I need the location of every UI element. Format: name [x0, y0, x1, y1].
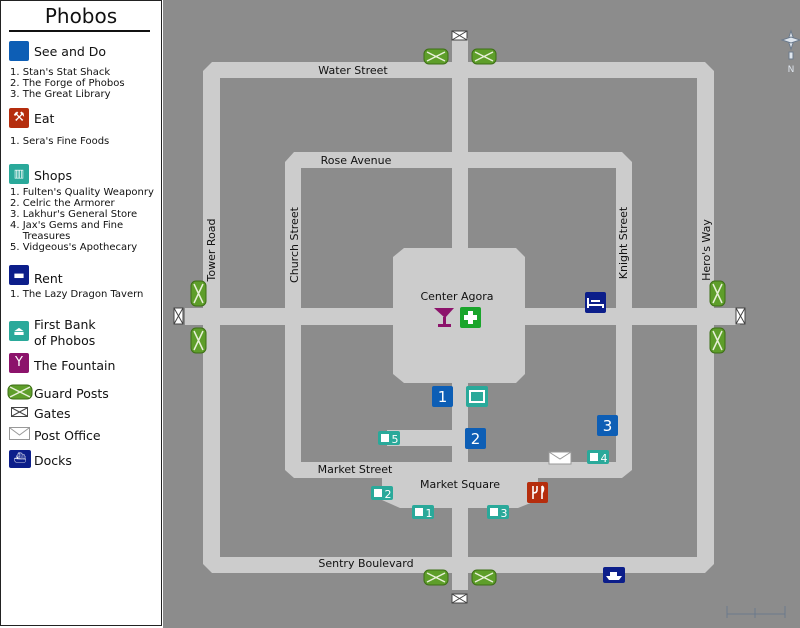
- bank-label-line2: of Phobos: [34, 333, 96, 348]
- marker-number: 3: [501, 507, 508, 520]
- list-item: Treasures: [10, 231, 71, 242]
- shop-marker-3[interactable]: 3: [487, 505, 509, 520]
- gate-icon: [11, 407, 28, 417]
- bank-label: First Bank of Phobos: [34, 317, 96, 349]
- ship-icon: ⛴: [9, 450, 31, 468]
- guard-post-icon: [709, 280, 726, 307]
- see-and-do-marker-2[interactable]: 2: [465, 428, 486, 449]
- legend-title-rule: [9, 30, 150, 32]
- scale-bar: [726, 606, 786, 618]
- tavern-bed-icon[interactable]: [585, 292, 606, 313]
- list-item: 1. The Lazy Dragon Tavern: [10, 289, 144, 300]
- heros-way-label: Hero's Way: [700, 219, 713, 281]
- church-street-label: Church Street: [288, 206, 301, 283]
- fountain-icon: Y: [9, 353, 29, 373]
- marker-number: 2: [385, 488, 392, 501]
- guard-posts-label: Guard Posts: [34, 386, 109, 401]
- list-item: 2. The Forge of Phobos: [10, 78, 125, 89]
- health-cross-icon: [460, 307, 481, 328]
- marker-number: 1: [426, 507, 433, 520]
- guard-post-icon: [190, 327, 207, 354]
- fork-knife-icon: ⚒: [9, 108, 29, 128]
- list-item: 3. Lakhur's General Store: [10, 209, 138, 220]
- knight-street-label: Knight Street: [617, 206, 630, 279]
- water-street-label: Water Street: [318, 64, 388, 77]
- eat-label: Eat: [34, 111, 55, 126]
- market-street-label: Market Street: [318, 463, 393, 476]
- shop-marker-5[interactable]: 5: [378, 431, 400, 446]
- see-and-do-label: See and Do: [34, 44, 107, 59]
- legend-panel: Phobos See and Do 1. Stan's Stat Shack 2…: [0, 0, 162, 626]
- gates-label: Gates: [34, 406, 71, 421]
- bank-icon[interactable]: [466, 386, 488, 407]
- list-item: 4. Jax's Gems and Fine: [10, 220, 124, 231]
- marker-number: 5: [392, 433, 399, 446]
- shops-list: 1. Fulten's Quality Weaponry 2. Celric t…: [10, 187, 154, 253]
- center-agora-plaza: [393, 248, 525, 383]
- marker-number: 1: [438, 388, 448, 406]
- docks-label: Docks: [34, 453, 72, 468]
- gate-icon: [735, 307, 746, 325]
- fountain-label: The Fountain: [34, 358, 116, 373]
- list-item: 1. Fulten's Quality Weaponry: [10, 187, 154, 198]
- shop-marker-2[interactable]: 2: [371, 486, 393, 501]
- shop-icon: ▥: [9, 164, 29, 184]
- see-and-do-list: 1. Stan's Stat Shack 2. The Forge of Pho…: [10, 67, 125, 100]
- city-map: Water Street Rose Avenue Tower Road Chur…: [163, 0, 800, 628]
- list-item: 2. Celric the Armorer: [10, 198, 115, 209]
- post-office-icon[interactable]: [548, 451, 572, 465]
- gates: [173, 30, 746, 604]
- guard-post-icon: [190, 280, 207, 307]
- rent-label: Rent: [34, 271, 63, 286]
- tower-road-label: Tower Road: [205, 219, 218, 283]
- gate-icon: [451, 593, 468, 604]
- list-item: 1. Sera's Fine Foods: [10, 136, 110, 147]
- post-office-label: Post Office: [34, 428, 101, 443]
- center-agora-label: Center Agora: [420, 290, 493, 303]
- marker-number: 2: [471, 430, 481, 448]
- see-and-do-marker-3[interactable]: 3: [597, 415, 618, 436]
- list-item: 1. Stan's Stat Shack: [10, 67, 111, 78]
- fountain-icon: [434, 308, 454, 327]
- shops-label: Shops: [34, 168, 72, 183]
- sentry-boulevard-label: Sentry Boulevard: [318, 557, 413, 570]
- list-item: 5. Vidgeous's Apothecary: [10, 242, 138, 253]
- compass-north-label: N: [788, 65, 795, 75]
- apothecary-lane: [387, 430, 457, 446]
- envelope-icon: [9, 427, 30, 440]
- bank-icon: ⏏: [9, 321, 29, 341]
- shop-marker-4[interactable]: 4: [587, 450, 609, 465]
- rent-list: 1. The Lazy Dragon Tavern: [10, 289, 143, 300]
- eat-list: 1. Sera's Fine Foods: [10, 136, 109, 147]
- rose-avenue-label: Rose Avenue: [321, 154, 392, 167]
- compass-rose-icon: N: [780, 29, 800, 75]
- market-square-label: Market Square: [420, 478, 500, 491]
- gate-icon: [173, 307, 184, 325]
- bed-icon: ▬: [9, 265, 29, 285]
- see-and-do-icon: [9, 41, 29, 61]
- bank-label-line1: First Bank: [34, 317, 96, 332]
- market-square-plaza: [382, 476, 538, 508]
- guard-posts: [190, 48, 726, 586]
- guard-post-icon: [423, 48, 449, 65]
- docks-icon[interactable]: [603, 567, 625, 583]
- guard-post-icon: [709, 327, 726, 354]
- guard-post-icon: [471, 569, 497, 586]
- list-item: 3. The Great Library: [10, 89, 111, 100]
- legend-title: Phobos: [44, 4, 118, 28]
- marker-number: 3: [603, 417, 613, 435]
- marker-number: 4: [601, 452, 608, 465]
- guard-post-icon: [471, 48, 497, 65]
- guard-post-icon: [7, 384, 33, 400]
- see-and-do-marker-1[interactable]: 1: [432, 386, 453, 407]
- gate-icon: [451, 30, 468, 41]
- guard-post-icon: [423, 569, 449, 586]
- shop-marker-1[interactable]: 1: [412, 505, 434, 520]
- restaurant-icon[interactable]: [527, 482, 548, 503]
